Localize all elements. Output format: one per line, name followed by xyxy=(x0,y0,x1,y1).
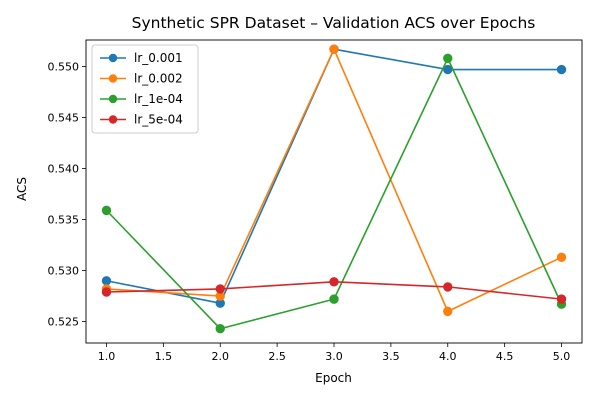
data-point xyxy=(215,284,225,294)
series-lr_5e-04 xyxy=(101,277,567,304)
x-tick-label: 4.5 xyxy=(496,350,514,363)
plot-frame xyxy=(85,39,583,344)
data-point xyxy=(329,294,339,304)
x-tick-label: 2.5 xyxy=(268,350,286,363)
x-tick-label: 2.0 xyxy=(211,350,229,363)
y-tick-label: 0.535 xyxy=(48,214,80,227)
x-tick-label: 4.0 xyxy=(439,350,457,363)
chart-title: Synthetic SPR Dataset – Validation ACS o… xyxy=(132,14,536,32)
y-tick-label: 0.540 xyxy=(48,163,80,176)
data-point xyxy=(101,205,112,216)
data-point xyxy=(101,287,112,297)
data-point xyxy=(556,64,567,75)
legend-item: lr_5e-04 xyxy=(100,113,183,127)
legend-box xyxy=(91,44,199,134)
y-axis: 0.525 0.530 0.535 0.540 0.545 0.550 xyxy=(48,61,86,329)
legend-label: lr_1e-04 xyxy=(134,92,183,106)
data-point xyxy=(329,44,339,54)
legend-marker xyxy=(108,53,118,63)
x-tick-label: 1.0 xyxy=(98,350,116,363)
y-tick-label: 0.545 xyxy=(48,112,80,125)
x-tick-label: 1.5 xyxy=(155,350,173,363)
data-point xyxy=(443,53,453,64)
data-point xyxy=(443,64,453,75)
x-tick-label: 5.0 xyxy=(553,350,571,363)
legend-item: lr_0.001 xyxy=(100,51,183,65)
legend-item: lr_1e-04 xyxy=(100,92,183,106)
legend-marker xyxy=(108,94,118,104)
y-axis-label: ACS xyxy=(15,177,29,201)
data-point xyxy=(329,277,339,287)
data-point xyxy=(556,294,567,304)
legend-marker xyxy=(108,74,118,83)
y-tick-label: 0.550 xyxy=(48,61,80,74)
legend: lr_0.001 lr_0.002 lr_1e-04 lr_5e-04 xyxy=(91,44,199,134)
y-tick-label: 0.525 xyxy=(48,316,80,329)
data-point xyxy=(443,282,453,292)
x-axis: 1.0 1.5 2.0 2.5 3.0 3.5 4.0 4.5 5.0 xyxy=(98,343,571,363)
x-tick-label: 3.0 xyxy=(325,350,343,363)
x-axis-label: Epoch xyxy=(315,371,352,385)
series-layer xyxy=(101,44,567,334)
legend-item: lr_0.002 xyxy=(100,72,183,86)
legend-label: lr_0.001 xyxy=(134,51,183,65)
x-tick-label: 3.5 xyxy=(382,350,400,363)
data-point xyxy=(556,252,567,263)
legend-label: lr_5e-04 xyxy=(134,113,183,127)
legend-marker xyxy=(108,115,118,124)
data-point xyxy=(215,324,225,334)
y-tick-label: 0.530 xyxy=(48,265,80,278)
data-point xyxy=(443,306,453,317)
legend-label: lr_0.002 xyxy=(134,72,183,86)
data-point xyxy=(101,276,112,286)
